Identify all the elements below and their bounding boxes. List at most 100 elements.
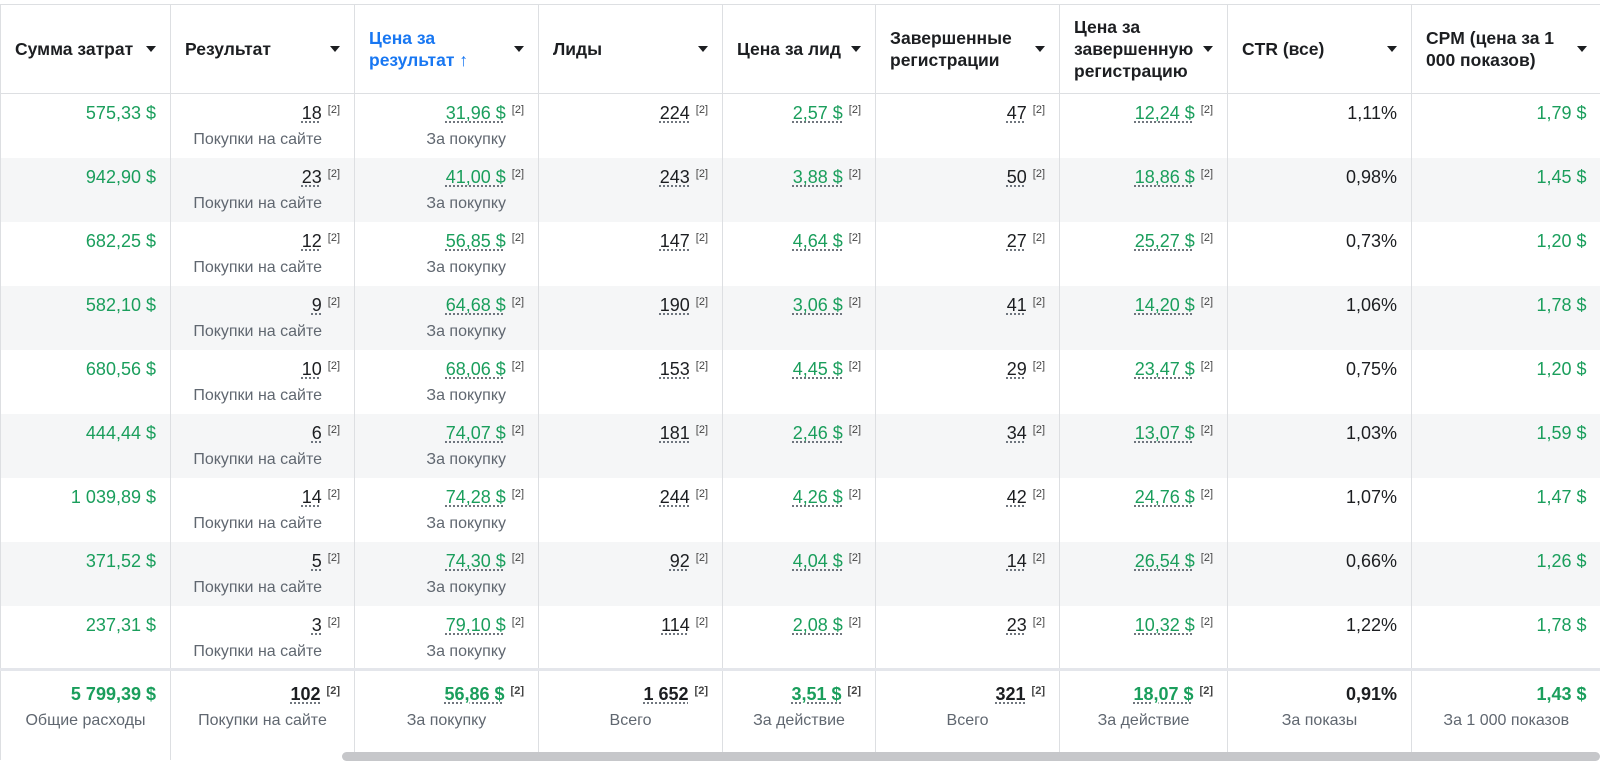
cell-value-cpreg[interactable]: 23,47 $ <box>1134 358 1195 379</box>
cell-value-leads[interactable]: 181 <box>659 422 690 443</box>
chevron-down-icon[interactable] <box>1576 46 1587 52</box>
cell-value-reg[interactable]: 47 <box>1006 103 1027 123</box>
chevron-down-icon[interactable] <box>1035 46 1045 52</box>
table-row[interactable]: 680,56 $ 10 [2] Покупки на сайте 68,06 $ [2] З… <box>0 349 1600 414</box>
cell-value-reg[interactable]: 42 <box>1006 486 1027 507</box>
table-row[interactable]: 582,10 $ 9 [2] Покупки на сайте 64,68 $ [2] За… <box>0 285 1600 350</box>
cell-value-leads[interactable]: 243 <box>659 166 690 187</box>
chevron-down-icon[interactable] <box>851 46 861 52</box>
cell-value-cpreg[interactable]: 10,32 $ <box>1134 614 1195 635</box>
column-header[interactable]: Результат <box>170 4 355 94</box>
cell-value-leads[interactable]: 92 <box>669 550 690 571</box>
cell-value-spend: 371,52 $ <box>85 550 156 571</box>
total-value-cpr[interactable]: 56,86 $ <box>444 684 505 704</box>
chevron-down-icon[interactable] <box>146 46 156 52</box>
cell-value-result[interactable]: 10 <box>301 358 322 379</box>
cell-value-result[interactable]: 6 <box>311 422 322 443</box>
column-header[interactable]: CTR (все) <box>1227 4 1412 94</box>
chevron-down-icon[interactable] <box>514 46 524 52</box>
cell-value-reg[interactable]: 50 <box>1006 166 1027 187</box>
cell-subtext: За покупку <box>426 514 506 532</box>
total-value-cpl[interactable]: 3,51 $ <box>791 684 842 704</box>
chevron-down-icon[interactable] <box>1203 46 1213 52</box>
footnote-marker: [2] <box>327 359 340 372</box>
cell-value-leads[interactable]: 224 <box>659 103 690 123</box>
cell-value-cpr[interactable]: 79,10 $ <box>445 614 506 635</box>
cell-value-result[interactable]: 3 <box>311 614 322 635</box>
cell-value-cpr[interactable]: 74,30 $ <box>445 550 506 571</box>
cell-value-cpl[interactable]: 4,04 $ <box>792 550 843 571</box>
table-row[interactable]: 575,33 $ 18 [2] Покупки на сайте 31,96 $ [2] З… <box>0 93 1600 158</box>
cell-value-cpl[interactable]: 3,06 $ <box>792 294 843 315</box>
cell-value-cpl[interactable]: 3,88 $ <box>792 166 843 187</box>
cell-value-reg[interactable]: 27 <box>1006 230 1027 251</box>
cell-value-cpreg[interactable]: 13,07 $ <box>1134 422 1195 443</box>
cell-value-cpl[interactable]: 2,57 $ <box>792 103 843 123</box>
cell-value-cpreg[interactable]: 12,24 $ <box>1134 103 1195 123</box>
cell-value-leads[interactable]: 147 <box>659 230 690 251</box>
cell-value-reg[interactable]: 29 <box>1006 358 1027 379</box>
cell-value-result[interactable]: 12 <box>301 230 322 251</box>
cell-value-wrap: 1,11% <box>1242 103 1397 124</box>
table-row[interactable]: 237,31 $ 3 [2] Покупки на сайте 79,10 $ [2] За… <box>0 605 1600 670</box>
cell-value-cpl[interactable]: 4,45 $ <box>792 358 843 379</box>
cell-value-cpreg[interactable]: 18,86 $ <box>1134 166 1195 187</box>
column-header[interactable]: Цена за результат ↑ <box>354 4 539 94</box>
chevron-down-icon[interactable] <box>330 46 340 52</box>
total-value-result[interactable]: 102 <box>290 684 321 704</box>
cell-value-cpl[interactable]: 4,26 $ <box>792 486 843 507</box>
cell-value-cpr[interactable]: 56,85 $ <box>445 230 506 251</box>
table-row[interactable]: 371,52 $ 5 [2] Покупки на сайте 74,30 $ [2] За… <box>0 541 1600 606</box>
cell-value-cpr[interactable]: 68,06 $ <box>445 358 506 379</box>
column-header[interactable]: Цена за лид <box>722 4 876 94</box>
table-row[interactable]: 1 039,89 $ 14 [2] Покупки на сайте 74,28 $ [2… <box>0 477 1600 542</box>
cell-cpr: 74,28 $ [2] За покупку <box>354 477 539 542</box>
cell-value-reg[interactable]: 14 <box>1006 550 1027 571</box>
cell-value-result[interactable]: 23 <box>301 166 322 187</box>
cell-value-spend: 1 039,89 $ <box>70 486 156 507</box>
table-row[interactable]: 942,90 $ 23 [2] Покупки на сайте 41,00 $ [2] З… <box>0 157 1600 222</box>
cell-value-leads[interactable]: 114 <box>661 614 690 635</box>
column-header[interactable]: CPM (цена за 1 000 показов) <box>1411 4 1600 94</box>
cell-value-cpr[interactable]: 74,28 $ <box>445 486 506 507</box>
total-value-reg[interactable]: 321 <box>995 684 1026 704</box>
column-header[interactable]: Цена за завершенную регистрацию <box>1059 4 1228 94</box>
cell-value-cpreg[interactable]: 24,76 $ <box>1134 486 1195 507</box>
cell-reg: 27 [2] <box>875 221 1060 286</box>
cell-value-result[interactable]: 9 <box>311 294 322 315</box>
column-header[interactable]: Сумма затрат <box>0 4 171 94</box>
cell-value-wrap: 942,90 $ <box>15 167 156 188</box>
cell-value-reg[interactable]: 23 <box>1006 614 1027 635</box>
cell-value-cpr[interactable]: 41,00 $ <box>445 166 506 187</box>
column-header[interactable]: Завершенные регистрации <box>875 4 1060 94</box>
cell-value-reg[interactable]: 41 <box>1006 294 1027 315</box>
cell-value-cpl[interactable]: 2,08 $ <box>792 614 843 635</box>
chevron-down-icon[interactable] <box>1387 46 1397 52</box>
cell-value-cpr[interactable]: 31,96 $ <box>445 103 506 123</box>
table-row[interactable]: 444,44 $ 6 [2] Покупки на сайте 74,07 $ [2] За… <box>0 413 1600 478</box>
cell-subtext: За покупку <box>426 258 506 276</box>
table-row[interactable]: 682,25 $ 12 [2] Покупки на сайте 56,85 $ [2] З… <box>0 221 1600 286</box>
cell-value-result[interactable]: 5 <box>311 550 322 571</box>
cell-value-cpr[interactable]: 74,07 $ <box>445 422 506 443</box>
chevron-down-icon[interactable] <box>698 46 708 52</box>
cell-value-cpreg[interactable]: 25,27 $ <box>1134 230 1195 251</box>
cell-value-cpr[interactable]: 64,68 $ <box>445 294 506 315</box>
total-value-cpreg[interactable]: 18,07 $ <box>1133 684 1194 704</box>
cell-value-leads[interactable]: 190 <box>659 294 690 315</box>
total-value-leads[interactable]: 1 652 <box>643 684 689 704</box>
cell-value-cpreg[interactable]: 14,20 $ <box>1134 294 1195 315</box>
cell-value-leads[interactable]: 153 <box>659 358 690 379</box>
horizontal-scrollbar[interactable] <box>342 752 1600 761</box>
total-value-wrap: 56,86 $ [2] <box>369 684 524 705</box>
column-header[interactable]: Лиды <box>538 4 723 94</box>
cell-value-cpreg[interactable]: 26,54 $ <box>1134 550 1195 571</box>
cell-value-leads[interactable]: 244 <box>659 486 690 507</box>
cell-value-cpm: 1,45 $ <box>1536 166 1587 187</box>
cell-value-cpl[interactable]: 2,46 $ <box>792 422 843 443</box>
cell-value-cpl[interactable]: 4,64 $ <box>792 230 843 251</box>
cell-value-reg[interactable]: 34 <box>1006 422 1027 443</box>
cell-ctr: 0,66% <box>1227 541 1412 606</box>
cell-value-result[interactable]: 18 <box>301 103 322 123</box>
cell-value-result[interactable]: 14 <box>301 486 322 507</box>
